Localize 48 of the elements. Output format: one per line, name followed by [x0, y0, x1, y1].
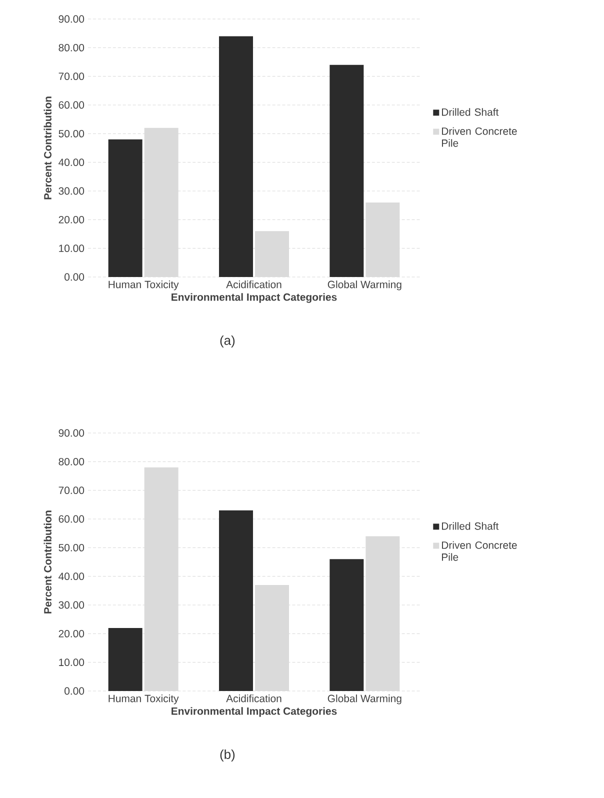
- x-axis-title: Environmental Impact Categories: [172, 707, 337, 717]
- y-tick-label: 40.00: [58, 158, 84, 166]
- text: (b): [220, 749, 235, 762]
- bar: [108, 139, 142, 277]
- y-tick-label: 0.00: [64, 687, 84, 695]
- x-axis-title: Environmental Impact Categories: [172, 293, 337, 303]
- y-tick-label: 80.00: [58, 458, 84, 466]
- y-tick-label: 20.00: [58, 630, 84, 638]
- y-tick-label: 90.00: [58, 429, 84, 437]
- bar: [144, 128, 178, 277]
- bar: [219, 36, 254, 277]
- y-tick-label: 70.00: [58, 486, 84, 494]
- bar: [330, 559, 364, 692]
- y-tick-label: 30.00: [58, 187, 84, 195]
- y-tick-label: 40.00: [58, 572, 84, 580]
- x-tick-label: Acidification: [226, 694, 282, 702]
- legend-label: Drilled Shaft: [442, 108, 499, 116]
- x-tick-label: Human Toxicity: [108, 280, 179, 290]
- y-tick-label: 30.00: [58, 601, 84, 609]
- y-tick-label: 70.00: [58, 72, 84, 80]
- text: (a): [220, 335, 235, 348]
- y-tick-label: 60.00: [58, 515, 84, 523]
- y-tick-label: 90.00: [58, 15, 84, 23]
- y-tick-label: 80.00: [58, 44, 84, 52]
- y-tick-label: 10.00: [59, 244, 84, 252]
- y-tick-label: 50.00: [58, 130, 84, 138]
- legend-label: Drilled Shaft: [442, 522, 499, 530]
- legend-label: Driven Concrete Pile: [442, 127, 517, 147]
- y-tick-label: 60.00: [58, 101, 84, 109]
- bar: [254, 584, 289, 692]
- y-tick-label: 50.00: [58, 544, 84, 552]
- x-tick-label: Global Warming: [328, 280, 402, 290]
- bar: [366, 536, 400, 692]
- y-tick-label: 0.00: [64, 273, 84, 281]
- bar: [330, 64, 364, 277]
- bar: [219, 510, 254, 692]
- y-axis-title: Percent Contribution: [44, 510, 52, 614]
- y-axis-title: Percent Contribution: [44, 96, 52, 200]
- y-tick-label: 20.00: [58, 216, 84, 224]
- y-tick-label: 10.00: [59, 658, 84, 666]
- x-tick-label: Acidification: [226, 280, 282, 288]
- bar: [108, 628, 142, 692]
- x-tick-label: Global Warming: [328, 694, 402, 704]
- bar: [366, 202, 400, 277]
- bar: [254, 231, 289, 277]
- legend-label: Driven Concrete Pile: [442, 541, 517, 561]
- x-tick-label: Human Toxicity: [108, 694, 179, 704]
- bar: [144, 467, 178, 692]
